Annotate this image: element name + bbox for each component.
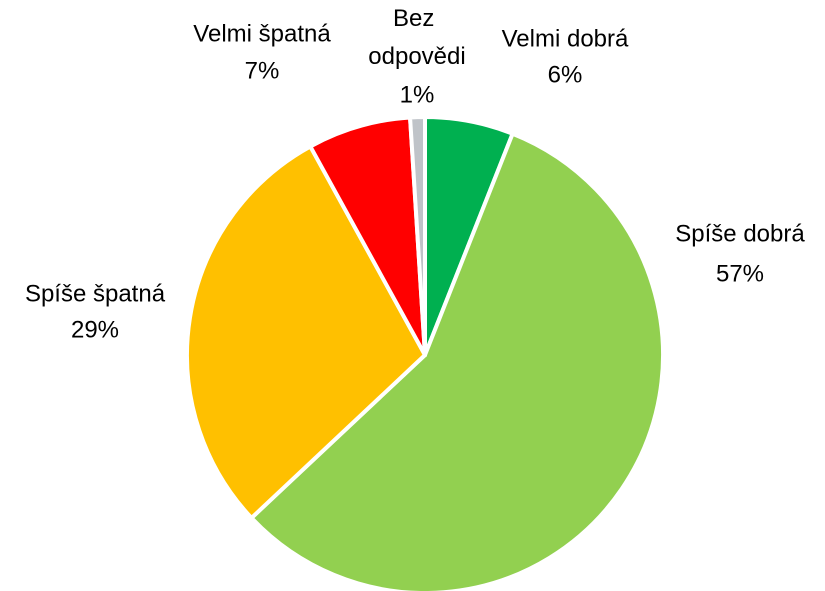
slice-value-label: 57%: [716, 260, 764, 287]
slice-label: Velmi špatná: [193, 20, 331, 47]
pie-slice: [308, 115, 427, 357]
slice-value-label: 6%: [548, 61, 583, 88]
pie-slice: [249, 131, 665, 591]
pie-slice: [408, 115, 427, 357]
slice-label: Spíše špatná: [25, 280, 166, 307]
slice-value-label: 1%: [400, 81, 435, 108]
slice-label: Spíše dobrá: [675, 220, 805, 247]
slice-value-label: 29%: [71, 316, 119, 343]
slice-value-label: 7%: [245, 57, 280, 84]
pie-slice: [185, 144, 427, 520]
slice-label: Bez odpovědi: [368, 5, 465, 70]
slice-label: Velmi dobrá: [502, 25, 629, 52]
